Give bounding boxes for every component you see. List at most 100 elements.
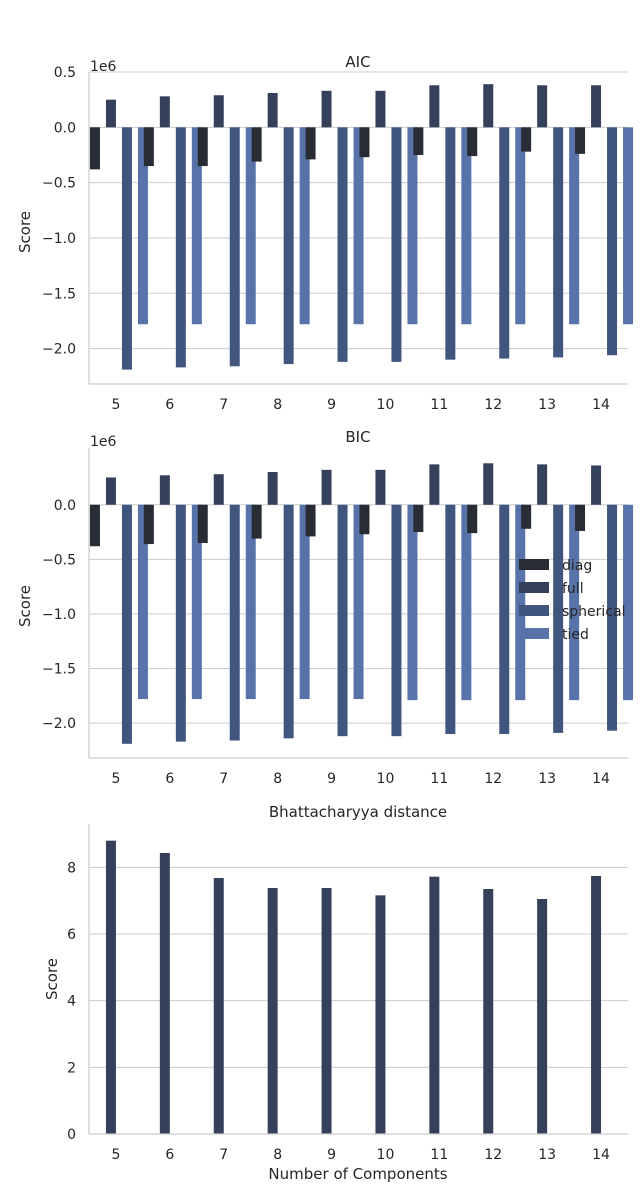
bic-x-tick-label: 5 [111, 771, 120, 787]
bhattacharyya-bar-value-7 [213, 878, 224, 1134]
bhattacharyya-bar-value-13 [537, 899, 548, 1134]
aic-x-tick-label: 14 [592, 397, 610, 413]
aic-bar-full-9 [321, 90, 332, 128]
aic-bar-tied-6 [191, 127, 202, 325]
aic-bar-full-12 [483, 84, 494, 128]
aic-bar-diag-11 [413, 127, 424, 155]
bic-bar-spherical-12 [499, 504, 510, 734]
aic-bar-full-7 [213, 95, 224, 128]
bhattacharyya-x-tick-label: 12 [484, 1147, 502, 1163]
aic-x-tick-label: 5 [111, 397, 120, 413]
bic-bar-diag-7 [197, 504, 208, 543]
aic-bar-tied-5 [137, 127, 148, 325]
legend-swatch-spherical [519, 605, 549, 616]
bhattacharyya-bar-value-12 [483, 889, 494, 1134]
bic-bar-tied-6 [191, 504, 202, 700]
aic-bar-full-6 [159, 96, 170, 128]
bic-offset-text: 1e6 [90, 434, 117, 450]
bic-bar-tied-14 [623, 504, 634, 701]
aic-bar-diag-10 [359, 127, 370, 158]
bic-bar-tied-10 [407, 504, 418, 701]
aic-y-tick-label: 0.0 [54, 120, 76, 136]
aic-x-tick-label: 10 [377, 397, 395, 413]
aic-y-tick-label: −0.5 [42, 176, 76, 192]
aic-bar-full-11 [429, 85, 440, 128]
bic-bar-diag-14 [575, 504, 586, 531]
bic-bar-tied-9 [353, 504, 364, 700]
bic-x-tick-label: 11 [430, 771, 448, 787]
aic-y-tick-label: −2.0 [42, 342, 76, 358]
bhattacharyya-y-tick-label: 0 [67, 1127, 76, 1143]
aic-y-tick-label: −1.0 [42, 231, 76, 247]
bic-x-tick-label: 9 [327, 771, 336, 787]
bic-bar-full-14 [591, 465, 602, 505]
aic-offset-text: 1e6 [90, 59, 117, 75]
bhattacharyya-x-tick-label: 11 [430, 1147, 448, 1163]
bhattacharyya-x-tick-label: 5 [111, 1147, 120, 1163]
bic-bar-diag-13 [521, 504, 532, 529]
legend: diag full spherical tied [519, 558, 625, 643]
legend-label-full: full [562, 581, 584, 597]
bhattacharyya-x-tick-label: 7 [219, 1147, 228, 1163]
aic-title: AIC [345, 53, 370, 71]
bhattacharyya-bars [105, 840, 602, 1134]
bic-bar-diag-9 [305, 504, 316, 537]
bic-bar-spherical-5 [121, 504, 132, 744]
aic-y-ticks: 0.5 0.0 −0.5 −1.0 −1.5 −2.0 [42, 65, 76, 358]
aic-bar-spherical-14 [607, 127, 618, 356]
bic-bar-diag-12 [467, 504, 478, 534]
bhattacharyya-y-tick-label: 4 [67, 994, 76, 1010]
bic-x-tick-label: 6 [165, 771, 174, 787]
bhattacharyya-bar-value-11 [429, 876, 440, 1134]
bic-bar-spherical-9 [337, 504, 348, 737]
aic-bar-full-5 [105, 99, 116, 128]
aic-bar-tied-7 [245, 127, 256, 325]
bic-y-tick-label: −0.5 [42, 552, 76, 568]
aic-bar-diag-14 [575, 127, 586, 154]
aic-bars [89, 84, 634, 370]
aic-x-tick-label: 11 [430, 397, 448, 413]
bhattacharyya-x-tick-label: 9 [327, 1147, 336, 1163]
bic-bar-diag-5 [89, 504, 100, 547]
bhattacharyya-x-tick-label: 6 [165, 1147, 174, 1163]
bic-x-ticks: 5 6 7 8 9 10 11 12 13 14 [111, 771, 610, 787]
legend-label-diag: diag [562, 558, 592, 574]
bic-x-tick-label: 12 [484, 771, 502, 787]
aic-bar-tied-12 [515, 127, 526, 325]
bhattacharyya-x-ticks: 5 6 7 8 9 10 11 12 13 14 [111, 1147, 610, 1163]
bic-bar-full-10 [375, 469, 386, 505]
bhattacharyya-bar-value-14 [591, 876, 602, 1134]
bhattacharyya-axes [88, 824, 628, 1135]
bic-bar-diag-11 [413, 504, 424, 533]
aic-bar-spherical-13 [553, 127, 564, 358]
bic-bar-diag-10 [359, 504, 370, 535]
aic-bar-full-8 [267, 93, 278, 128]
bhattacharyya-x-tick-label: 8 [273, 1147, 282, 1163]
aic-bar-spherical-6 [175, 127, 186, 368]
aic-bar-tied-9 [353, 127, 364, 325]
bhattacharyya-bar-value-6 [159, 853, 170, 1134]
bic-axes [88, 448, 628, 759]
aic-bar-spherical-12 [499, 127, 510, 359]
bhattacharyya-x-tick-label: 14 [592, 1147, 610, 1163]
aic-bar-diag-12 [467, 127, 478, 157]
bic-bar-full-11 [429, 464, 440, 505]
bic-x-tick-label: 8 [273, 771, 282, 787]
bic-bar-tied-5 [137, 504, 148, 700]
aic-x-tick-label: 7 [219, 397, 228, 413]
bic-bar-tied-11 [461, 504, 472, 701]
bic-bar-spherical-7 [229, 504, 240, 741]
aic-bar-diag-6 [143, 127, 154, 167]
x-axis-label: Number of Components [268, 1165, 447, 1183]
bhattacharyya-title: Bhattacharyya distance [269, 803, 447, 821]
legend-swatch-full [519, 582, 549, 593]
bic-y-tick-label: −1.0 [42, 607, 76, 623]
aic-panel: 0.5 0.0 −0.5 −1.0 −1.5 −2.0 5 6 7 8 9 10 11 12 13 14 A… [16, 53, 634, 413]
bic-bar-spherical-6 [175, 504, 186, 742]
aic-bar-diag-8 [251, 127, 262, 162]
bic-x-tick-label: 10 [377, 771, 395, 787]
bic-bars [89, 463, 634, 744]
bhattacharyya-y-ticks: 0 2 4 6 8 [67, 860, 76, 1143]
aic-bar-full-13 [537, 85, 548, 128]
